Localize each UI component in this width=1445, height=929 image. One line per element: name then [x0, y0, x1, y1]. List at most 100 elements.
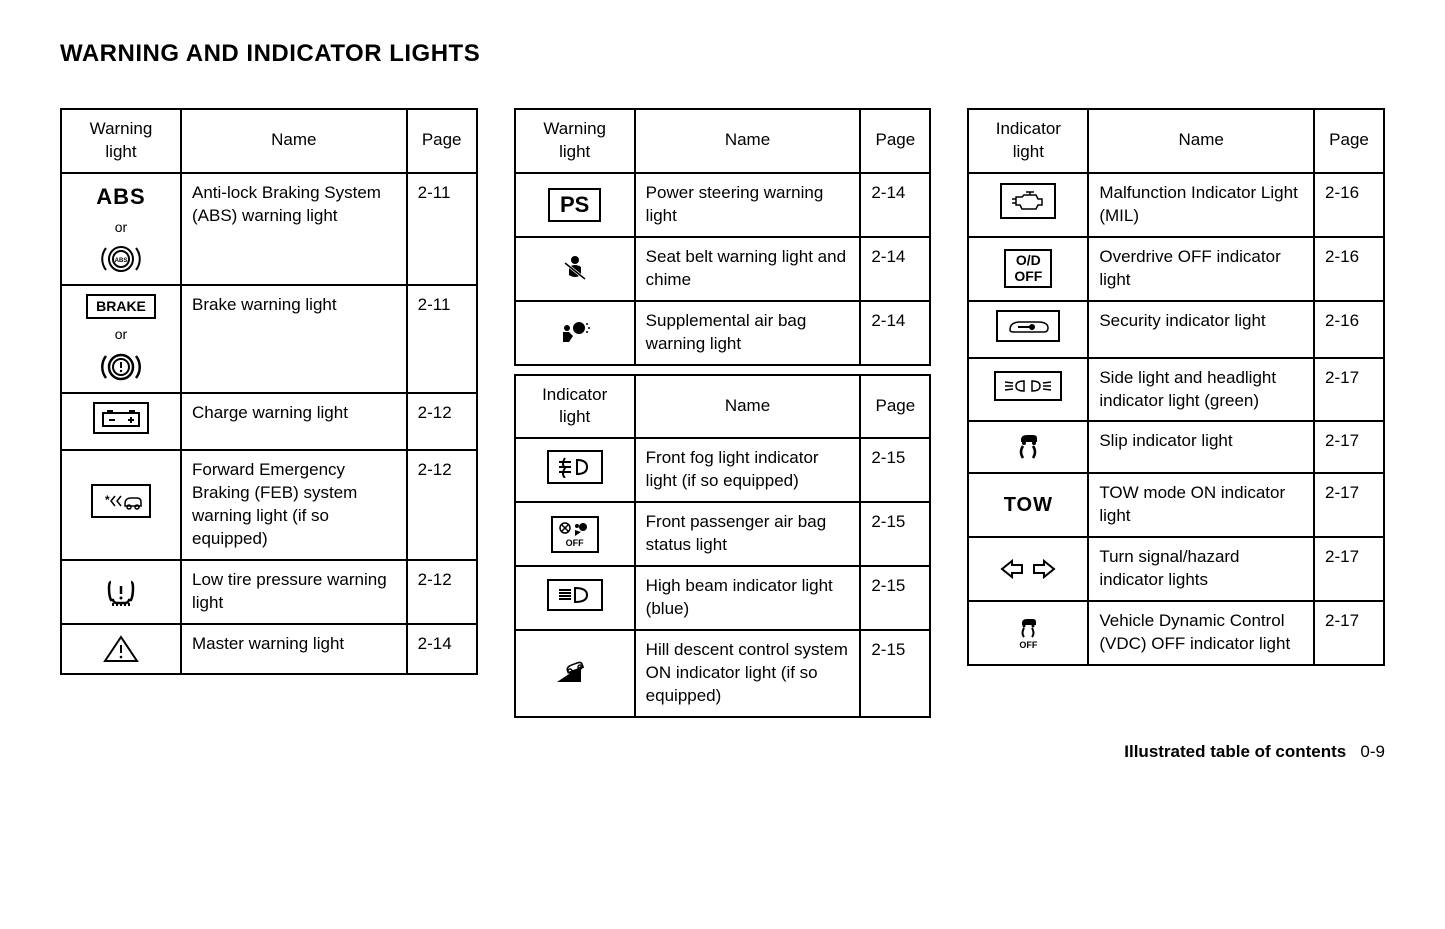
master-warning-icon [61, 624, 181, 674]
abs-icon: ABS or ABS [61, 173, 181, 286]
brake-icon: BRAKE or [61, 285, 181, 393]
row-name: Supplemental air bag warning light [635, 301, 861, 365]
footer-label: Illustrated table of contents [1124, 742, 1346, 761]
table-col1: Warning light Name Page ABS or ABS [60, 108, 478, 675]
table-row: Supplemental air bag warning light 2-14 [515, 301, 931, 365]
or-text: or [115, 325, 127, 344]
row-page: 2-14 [407, 624, 477, 674]
airbag-icon [515, 301, 635, 365]
row-page: 2-17 [1314, 421, 1384, 473]
or-text: or [115, 218, 127, 237]
side-light-icon [968, 358, 1088, 422]
od-off-icon: O/DOFF [968, 237, 1088, 301]
header-icon: Indicator light [968, 109, 1088, 173]
row-name: Brake warning light [181, 285, 407, 393]
tire-pressure-icon [61, 560, 181, 624]
row-name: High beam indicator light (blue) [635, 566, 861, 630]
header-icon: Warning light [61, 109, 181, 173]
battery-icon [61, 393, 181, 450]
footer-page: 0-9 [1360, 742, 1385, 761]
slip-icon [968, 421, 1088, 473]
pass-airbag-off-icon: OFF [515, 502, 635, 566]
row-page: 2-17 [1314, 473, 1384, 537]
row-page: 2-15 [860, 566, 930, 630]
table-header-row: Indicator light Name Page [515, 375, 931, 439]
table-row: PS Power steering warning light 2-14 [515, 173, 931, 237]
row-page: 2-16 [1314, 301, 1384, 358]
row-name: Seat belt warning light and chime [635, 237, 861, 301]
feb-icon: * [61, 450, 181, 560]
row-page: 2-17 [1314, 358, 1384, 422]
header-page: Page [860, 109, 930, 173]
table-row: OFF Vehicle Dynamic Control (VDC) OFF in… [968, 601, 1384, 665]
row-page: 2-16 [1314, 237, 1384, 301]
row-name: Front fog light indicator light (if so e… [635, 438, 861, 502]
header-page: Page [1314, 109, 1384, 173]
column-1: Warning light Name Page ABS or ABS [60, 108, 478, 675]
table-row: Security indicator light 2-16 [968, 301, 1384, 358]
column-2: Warning light Name Page PS Power steerin… [514, 108, 932, 718]
header-name: Name [181, 109, 407, 173]
seatbelt-icon [515, 237, 635, 301]
row-page: 2-11 [407, 173, 477, 286]
table-row: Front fog light indicator light (if so e… [515, 438, 931, 502]
row-page: 2-14 [860, 173, 930, 237]
row-name: Side light and headlight indicator light… [1088, 358, 1314, 422]
row-name: Overdrive OFF indicator light [1088, 237, 1314, 301]
header-icon: Warning light [515, 109, 635, 173]
row-name: Forward Emergency Braking (FEB) system w… [181, 450, 407, 560]
page-footer: Illustrated table of contents 0-9 [60, 742, 1385, 762]
ps-icon: PS [515, 173, 635, 237]
table-row: OFF Front passenger air bag status light… [515, 502, 931, 566]
svg-text:ABS: ABS [115, 258, 128, 264]
table-col2a: Warning light Name Page PS Power steerin… [514, 108, 932, 366]
table-header-row: Indicator light Name Page [968, 109, 1384, 173]
tow-icon: TOW [968, 473, 1088, 537]
front-fog-icon [515, 438, 635, 502]
columns-container: Warning light Name Page ABS or ABS [60, 108, 1385, 718]
table-row: Charge warning light 2-12 [61, 393, 477, 450]
table-row: ABS or ABS Anti-lock Braking System (ABS… [61, 173, 477, 286]
header-name: Name [1088, 109, 1314, 173]
engine-icon [968, 173, 1088, 237]
row-name: Front passenger air bag status light [635, 502, 861, 566]
table-row: TOW TOW mode ON indicator light 2-17 [968, 473, 1384, 537]
table-row: Turn signal/hazard indicator lights 2-17 [968, 537, 1384, 601]
table-row: * Forward Emergency Braking (FEB) system… [61, 450, 477, 560]
row-name: Master warning light [181, 624, 407, 674]
table-row: BRAKE or Brake warning light 2-11 [61, 285, 477, 393]
header-page: Page [860, 375, 930, 439]
row-page: 2-12 [407, 393, 477, 450]
row-page: 2-15 [860, 502, 930, 566]
row-page: 2-12 [407, 450, 477, 560]
row-name: Low tire pressure warning light [181, 560, 407, 624]
table-row: O/DOFF Overdrive OFF indicator light 2-1… [968, 237, 1384, 301]
row-name: Charge warning light [181, 393, 407, 450]
row-name: Power steering warning light [635, 173, 861, 237]
table-header-row: Warning light Name Page [515, 109, 931, 173]
header-name: Name [635, 375, 861, 439]
table-header-row: Warning light Name Page [61, 109, 477, 173]
row-name: Anti-lock Braking System (ABS) warning l… [181, 173, 407, 286]
row-page: 2-16 [1314, 173, 1384, 237]
high-beam-icon [515, 566, 635, 630]
hill-descent-icon [515, 630, 635, 717]
row-name: Malfunction Indicator Light (MIL) [1088, 173, 1314, 237]
table-row: Malfunction Indicator Light (MIL) 2-16 [968, 173, 1384, 237]
table-row: Seat belt warning light and chime 2-14 [515, 237, 931, 301]
table-row: Side light and headlight indicator light… [968, 358, 1384, 422]
column-3: Indicator light Name Page [967, 108, 1385, 666]
row-name: Security indicator light [1088, 301, 1314, 358]
row-page: 2-14 [860, 237, 930, 301]
table-row: Master warning light 2-14 [61, 624, 477, 674]
row-page: 2-17 [1314, 601, 1384, 665]
row-page: 2-14 [860, 301, 930, 365]
page-title: WARNING AND INDICATOR LIGHTS [60, 40, 1385, 68]
vdc-off-icon: OFF [968, 601, 1088, 665]
table-row: Hill descent control system ON indicator… [515, 630, 931, 717]
row-page: 2-12 [407, 560, 477, 624]
table-row: High beam indicator light (blue) 2-15 [515, 566, 931, 630]
row-page: 2-15 [860, 438, 930, 502]
turn-signal-icon [968, 537, 1088, 601]
table-row: Low tire pressure warning light 2-12 [61, 560, 477, 624]
